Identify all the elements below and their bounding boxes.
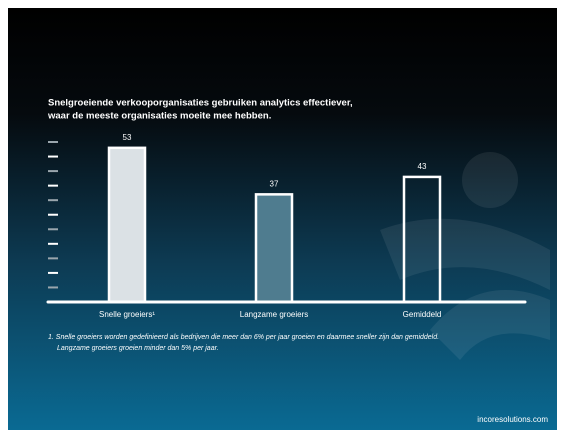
data-label: 53 (123, 133, 132, 142)
bar (107, 146, 147, 304)
data-label: 37 (270, 179, 279, 188)
data-label: 43 (418, 162, 427, 171)
background-figure (380, 152, 550, 360)
x-tick-label: Snelle groeiers¹ (99, 310, 155, 319)
bar (254, 193, 294, 304)
source: incoresolutions.com (477, 415, 548, 424)
x-tick-label: Langzame groeiers (240, 310, 308, 319)
footnote: 1. Snelle groeiers worden gedefinieerd a… (48, 334, 439, 341)
chart-title: Snelgroeiende verkooporganisaties gebrui… (48, 98, 353, 109)
chart-title: waar de meeste organisaties moeite mee h… (47, 111, 271, 122)
x-tick-label: Gemiddeld (403, 310, 442, 319)
bar (402, 175, 442, 304)
footnote: Langzame groeiers groeien minder dan 5% … (57, 345, 219, 352)
